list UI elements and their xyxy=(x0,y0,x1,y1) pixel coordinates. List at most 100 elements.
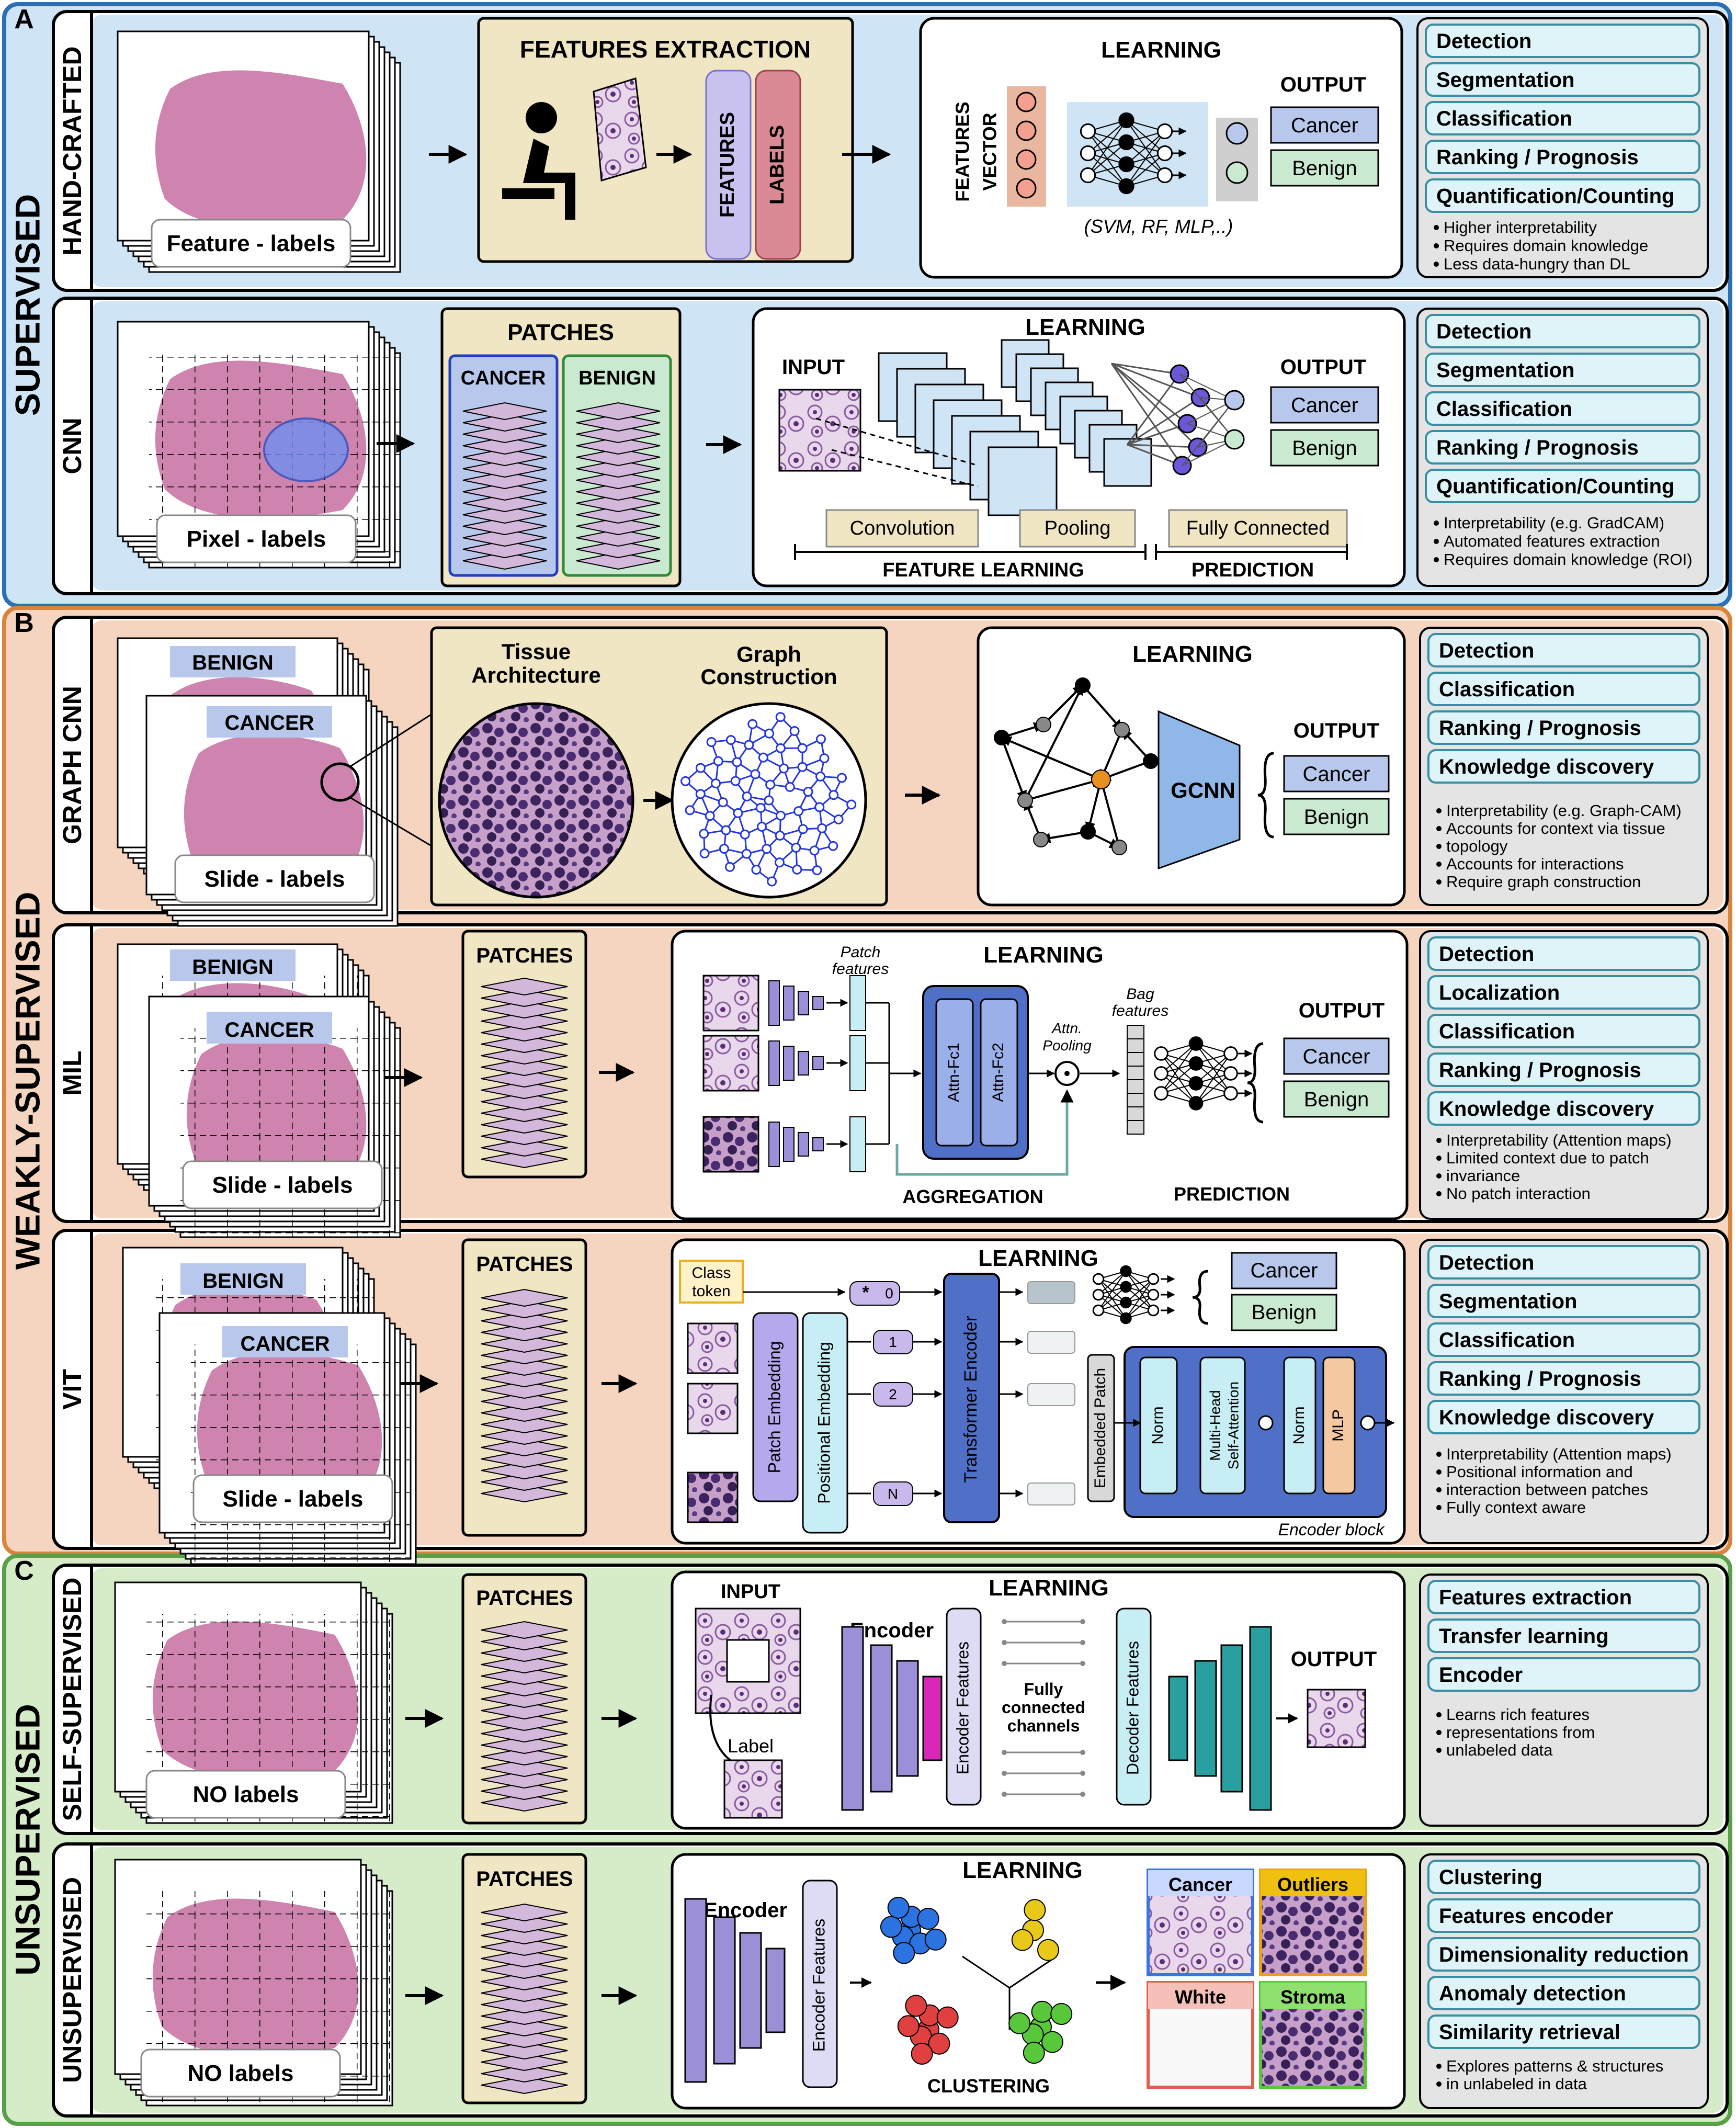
task-item xyxy=(1427,2014,1700,2049)
slide-label: Slide - labels xyxy=(223,1486,364,1512)
gcnn-block xyxy=(1158,710,1241,870)
note-text: topology xyxy=(1446,837,1508,855)
graph-node xyxy=(793,806,804,817)
output-benign-label: Benign xyxy=(1304,806,1369,829)
note-text: Accounts for interactions xyxy=(1446,855,1624,873)
encoder-label: Encoder xyxy=(850,1619,934,1642)
task-label: Knowledge discovery xyxy=(1439,755,1654,778)
net-node xyxy=(1118,134,1134,151)
graph-node xyxy=(809,845,820,856)
note-text: Explores patterns & structures xyxy=(1446,2057,1663,2075)
row-label: MIL xyxy=(58,1050,87,1095)
output-benign xyxy=(1283,1080,1390,1118)
gcnn-node xyxy=(1033,832,1049,847)
learning-title: LEARNING xyxy=(1025,314,1145,340)
net-edge xyxy=(1087,120,1127,176)
cancer-tag: CANCER xyxy=(240,1332,330,1355)
graph-node xyxy=(775,743,786,753)
fc-edge xyxy=(1127,444,1183,467)
net-node xyxy=(1223,1086,1238,1101)
mha-label: Self-Attention xyxy=(1225,1382,1241,1469)
section-letter: B xyxy=(14,608,34,638)
note-text: Interpretability (e.g. Graph-CAM) xyxy=(1446,801,1682,820)
gcnn-node xyxy=(1075,677,1091,693)
encoder-layer xyxy=(684,1898,707,2083)
task-label: Ranking / Prognosis xyxy=(1436,436,1639,459)
output-node xyxy=(1224,429,1245,450)
net-node xyxy=(1120,1265,1132,1277)
graph-node xyxy=(695,789,706,799)
patches-title: PATCHES xyxy=(476,944,573,967)
cluster-label: Cancer xyxy=(1168,1874,1232,1895)
task-label: Classification xyxy=(1439,1329,1575,1352)
neural-net-icon xyxy=(1080,112,1187,195)
mil-patch xyxy=(702,1035,759,1092)
tissue-title: Architecture xyxy=(471,663,600,687)
bullet xyxy=(1434,557,1439,562)
bullet xyxy=(1436,1748,1442,1753)
net-node xyxy=(1188,1076,1204,1091)
task-item xyxy=(1427,1052,1700,1087)
task-label: Localization xyxy=(1439,981,1560,1004)
encoder-layer xyxy=(783,1127,795,1162)
section-title: SUPERVISED xyxy=(8,194,47,416)
masked-region xyxy=(726,1639,770,1683)
net-node xyxy=(1154,1086,1168,1101)
graph-node xyxy=(733,808,743,818)
graph-node xyxy=(817,823,827,833)
task-item xyxy=(1427,1322,1700,1357)
net-edge xyxy=(1161,1063,1197,1094)
vector-node xyxy=(1016,178,1037,199)
encoder-layer xyxy=(812,1137,824,1151)
cluster-point xyxy=(1041,2031,1063,2053)
note-text: Positional information and xyxy=(1446,1463,1633,1481)
output-benign-label: Benign xyxy=(1292,437,1357,460)
graph-node xyxy=(718,797,728,808)
bullet xyxy=(1434,243,1439,248)
vit-patch xyxy=(687,1322,739,1374)
fc-channel-end xyxy=(1002,1661,1007,1666)
graph-node xyxy=(779,763,789,774)
slide-label: Slide - labels xyxy=(212,1172,353,1198)
benign-tag-box xyxy=(170,949,296,981)
attn-pooling-dot xyxy=(1064,1071,1070,1076)
note-text: Interpretability (e.g. GradCAM) xyxy=(1444,514,1664,532)
net-edge xyxy=(1087,120,1127,154)
row-label: VIT xyxy=(58,1369,87,1410)
task-label: Detection xyxy=(1439,639,1534,662)
net-node xyxy=(1120,1312,1132,1325)
zoom-circle xyxy=(320,762,360,802)
task-item xyxy=(1427,1618,1700,1653)
encoder-layer xyxy=(768,1122,780,1167)
net-node xyxy=(1118,156,1134,173)
output-cancer xyxy=(1231,1252,1337,1289)
cluster-point xyxy=(905,1995,927,2017)
graph-node xyxy=(764,728,775,739)
patches-title: PATCHES xyxy=(476,1253,573,1276)
prediction-label: PREDICTION xyxy=(1174,1183,1290,1205)
cluster-point xyxy=(1008,2012,1031,2034)
task-item xyxy=(1427,1361,1700,1396)
graph-node xyxy=(747,719,758,729)
vit-patch xyxy=(687,1383,739,1434)
encoder-layer xyxy=(870,1644,893,1793)
graph-node xyxy=(744,740,754,750)
aggregation-feedback xyxy=(895,1089,1074,1176)
graph-node xyxy=(775,712,786,722)
net-node xyxy=(1080,145,1096,162)
features-vector-text: VECTOR xyxy=(979,112,1001,190)
fc-channel-end xyxy=(1002,1771,1007,1776)
vector-node xyxy=(1016,92,1037,112)
vit-patch-stack xyxy=(481,1288,568,1503)
patch-features-label: Patch xyxy=(841,944,881,961)
unsup-patch-stack xyxy=(481,1903,568,2095)
token-label: N xyxy=(888,1486,898,1502)
note-text: representations from xyxy=(1446,1723,1595,1741)
note-text: Automated features extraction xyxy=(1444,532,1660,550)
graph-node xyxy=(792,864,802,875)
output-benign-label: Benign xyxy=(1304,1088,1369,1111)
net-node xyxy=(1118,178,1134,195)
encoder-block xyxy=(1124,1346,1387,1518)
net-edge xyxy=(1126,131,1165,187)
bag-cell xyxy=(1127,1106,1144,1121)
